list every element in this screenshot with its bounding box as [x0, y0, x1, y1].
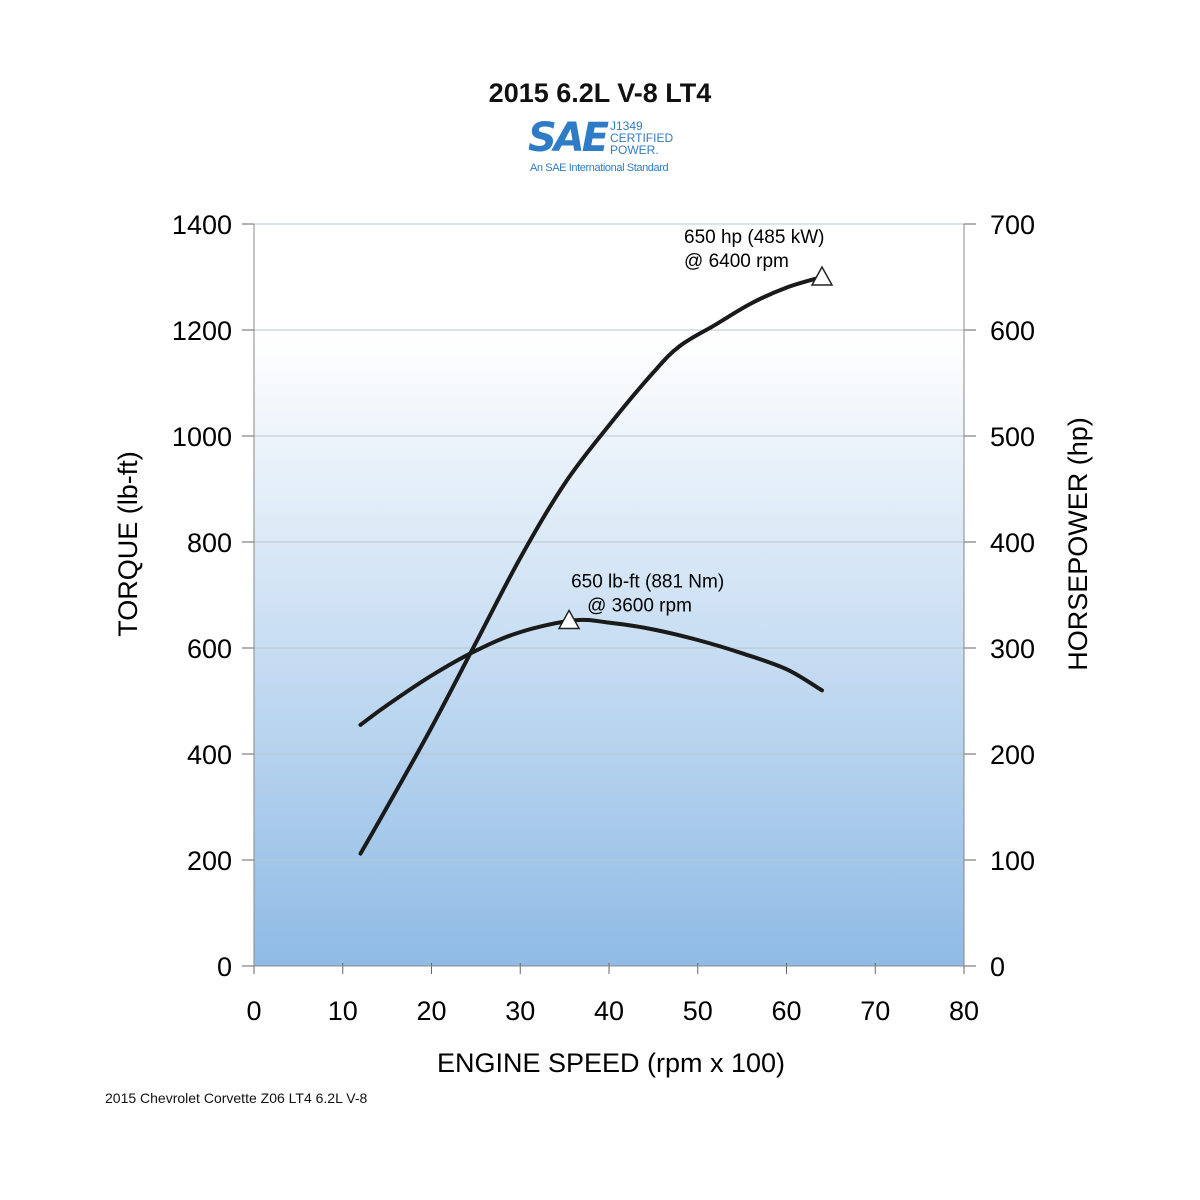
footnote: 2015 Chevrolet Corvette Z06 LT4 6.2L V-8 [105, 1090, 368, 1106]
sae-logo-mark: SAE [528, 115, 609, 161]
x-tick-label: 20 [416, 996, 446, 1026]
y-right-tick-label: 400 [990, 528, 1035, 558]
gridlines [254, 223, 964, 861]
axes: 0200400600800100012001400010020030040050… [172, 210, 1035, 1026]
y-left-tick-label: 600 [187, 634, 232, 664]
chart-title: 2015 6.2L V-8 LT4 [488, 78, 712, 108]
sae-certified-logo: SAE J1349 CERTIFIED POWER. An SAE Intern… [528, 118, 688, 178]
x-tick-label: 70 [860, 996, 890, 1026]
peak-horsepower-label: 650 hp (485 kW) [684, 227, 824, 248]
x-tick-label: 80 [949, 996, 979, 1026]
y-right-tick-label: 0 [990, 952, 1005, 982]
torque-curve [358, 617, 824, 727]
x-tick-label: 60 [771, 996, 801, 1026]
y-right-tick-label: 500 [990, 422, 1035, 452]
y-left-tick-label: 400 [187, 740, 232, 770]
x-tick-label: 50 [683, 996, 713, 1026]
y-left-tick-label: 0 [217, 952, 232, 982]
peak-torque-label: 650 lb-ft (881 Nm) [571, 571, 724, 592]
x-tick-label: 0 [246, 996, 261, 1026]
y-right-tick-label: 700 [990, 210, 1035, 240]
y-right-tick-label: 600 [990, 316, 1035, 346]
y-left-tick-label: 1400 [172, 210, 232, 240]
y-axis-right-label: HORSEPOWER (hp) [1063, 417, 1093, 671]
sae-logo-line: J1349 [610, 119, 643, 133]
x-axis-label: ENGINE SPEED (rpm x 100) [437, 1048, 785, 1078]
x-tick-label: 40 [594, 996, 624, 1026]
peak-torque-label: @ 3600 rpm [587, 595, 692, 616]
sae-logo-side-text: J1349 CERTIFIED POWER. [610, 120, 673, 156]
peak-horsepower-label: @ 6400 rpm [684, 251, 789, 272]
horsepower-curve [358, 275, 824, 856]
y-right-tick-label: 300 [990, 634, 1035, 664]
sae-logo-line: CERTIFIED [610, 131, 674, 145]
sae-logo-line: POWER. [610, 143, 659, 157]
peak-marker-triangle [810, 265, 834, 286]
sae-logo-subtitle: An SAE International Standard [530, 162, 669, 174]
plot-area [254, 224, 964, 966]
y-left-tick-label: 1200 [172, 316, 232, 346]
y-axis-left-label: TORQUE (lb-ft) [113, 451, 143, 637]
y-left-tick-label: 1000 [172, 422, 232, 452]
y-right-tick-label: 100 [990, 846, 1035, 876]
y-right-tick-label: 200 [990, 740, 1035, 770]
y-left-tick-label: 800 [187, 528, 232, 558]
x-tick-label: 30 [505, 996, 535, 1026]
y-left-tick-label: 200 [187, 846, 232, 876]
peak-marker-triangle [557, 608, 581, 630]
annotations: 650 lb-ft (881 Nm) @ 3600 rpm 650 hp (485 … [557, 227, 834, 630]
series-layer [358, 275, 824, 856]
x-tick-label: 10 [328, 996, 358, 1026]
